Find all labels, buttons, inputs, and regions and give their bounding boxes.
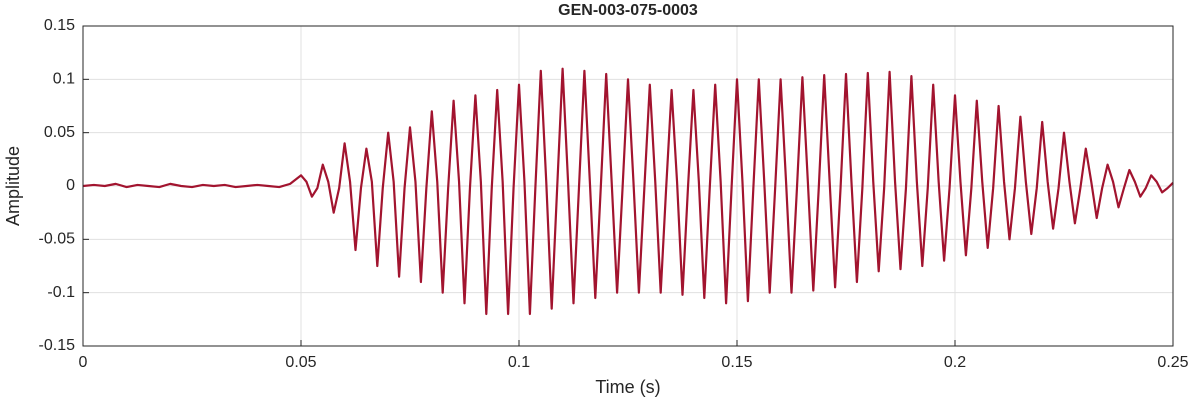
y-tick-label: 0.1 bbox=[53, 71, 75, 88]
y-tick-label: -0.05 bbox=[39, 231, 76, 248]
waveform-line bbox=[82, 67, 1174, 316]
x-tick-label: 0.15 bbox=[721, 354, 752, 371]
plot-border bbox=[82, 25, 1174, 347]
x-tick-label: 0.25 bbox=[1157, 354, 1188, 371]
y-axis-label: Amplitude bbox=[3, 146, 23, 226]
x-tick-label: 0.1 bbox=[508, 354, 530, 371]
x-axis-label: Time (s) bbox=[595, 377, 660, 397]
y-tick-label: -0.1 bbox=[47, 284, 75, 301]
y-tick-label: 0.15 bbox=[44, 17, 75, 34]
y-tick-label: -0.15 bbox=[39, 337, 76, 354]
x-tick-label: 0.05 bbox=[285, 354, 316, 371]
chart-title: GEN-003-075-0003 bbox=[558, 2, 698, 19]
y-tick-label: 0 bbox=[66, 177, 75, 194]
x-tick-label: 0 bbox=[79, 354, 88, 371]
y-tick-label: 0.05 bbox=[44, 124, 75, 141]
x-tick-label: 0.2 bbox=[944, 354, 966, 371]
